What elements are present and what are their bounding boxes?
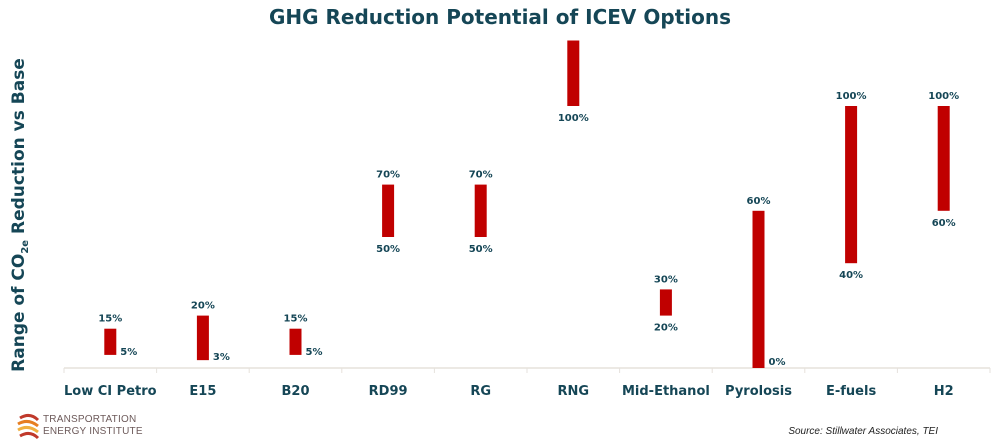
x-tick-label: Pyrolosis: [725, 384, 792, 399]
range-bar-b20: [289, 328, 302, 355]
x-tick-label: E15: [189, 384, 216, 399]
source-note: Source: Stillwater Associates, TEI: [788, 426, 938, 437]
range-bar-rd99: [382, 184, 395, 237]
low-value-label: 3%: [213, 352, 230, 363]
low-value-label: 5%: [120, 347, 137, 358]
low-value-label: 20%: [654, 323, 678, 334]
high-value-label: 15%: [284, 314, 308, 325]
high-value-label: 30%: [654, 274, 678, 285]
range-bar-low-ci-petro: [104, 328, 117, 355]
x-tick-label: H2: [934, 384, 954, 399]
chart-title: GHG Reduction Potential of ICEV Options: [268, 5, 731, 29]
x-tick-label: RD99: [369, 384, 408, 399]
range-bar-rg: [474, 184, 487, 237]
logo-line2: ENERGY INSTITUTE: [43, 426, 143, 437]
high-value-label: 100%: [928, 91, 959, 102]
tei-logo-icon: [17, 413, 40, 440]
low-value-label: 50%: [469, 244, 493, 255]
x-tick-label: RNG: [558, 384, 590, 399]
low-value-label: 5%: [306, 347, 323, 358]
high-value-label: 70%: [469, 170, 493, 181]
high-value-label: 100%: [836, 91, 867, 102]
low-value-label: 0%: [769, 357, 786, 368]
low-value-label: 60%: [932, 218, 956, 229]
high-value-label: 60%: [747, 196, 771, 207]
low-value-label: 40%: [839, 270, 863, 281]
high-value-label: 15%: [98, 314, 122, 325]
x-tick-label: Mid-Ethanol: [622, 384, 710, 399]
low-value-label: 50%: [376, 244, 400, 255]
high-value-label: 70%: [376, 170, 400, 181]
range-bar-e15: [196, 315, 209, 361]
range-bar-mid-ethanol: [659, 289, 672, 316]
range-bar-rng: [567, 40, 580, 106]
x-tick-label: RG: [470, 384, 491, 399]
low-value-label: 100%: [558, 113, 589, 124]
x-tick-label: E-fuels: [826, 384, 876, 399]
high-value-label: 20%: [191, 301, 215, 312]
range-bar-e-fuels: [845, 106, 858, 264]
range-bar-h2: [937, 106, 950, 211]
logo-line1: TRANSPORTATION: [43, 414, 137, 425]
range-bar-pyrolosis: [752, 210, 765, 368]
x-tick-label: B20: [282, 384, 310, 399]
x-tick-label: Low CI Petro: [64, 384, 157, 399]
tei-logo: TRANSPORTATION ENERGY INSTITUTE: [16, 412, 166, 442]
